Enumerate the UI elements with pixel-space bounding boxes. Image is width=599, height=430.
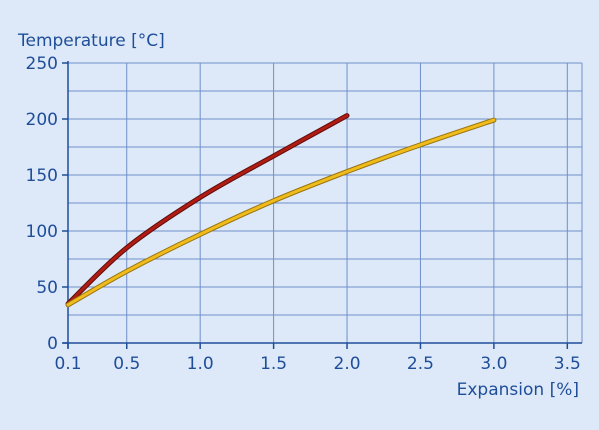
x-tick-label: 1.5 <box>260 354 287 374</box>
x-tick-label: 2.0 <box>334 354 361 374</box>
x-tick-label: 3.0 <box>480 354 507 374</box>
series-1-outline <box>65 113 350 307</box>
grid-lines <box>68 62 583 343</box>
y-tick-label: 100 <box>26 222 58 242</box>
y-tick-label: 200 <box>26 110 58 130</box>
series-2-outline <box>65 117 497 308</box>
series-1-line <box>66 114 349 306</box>
series-1-group <box>65 113 350 307</box>
tick-labels: 0 50 100 150 200 250 0.1 0.5 1.0 1.5 2.0 2.5 3.0 3.5 <box>26 54 581 374</box>
y-axis-label: Temperature [°C] <box>17 31 165 51</box>
y-tick-label: 250 <box>26 54 58 74</box>
x-tick-label: 2.5 <box>407 354 434 374</box>
y-tick-label: 50 <box>36 278 58 298</box>
y-tick-label: 150 <box>26 166 58 186</box>
x-axis-label: Expansion [%] <box>457 380 579 400</box>
x-tick-label: 0.1 <box>54 354 81 374</box>
x-tick-label: 1.0 <box>187 354 214 374</box>
axes <box>62 61 582 349</box>
x-tick-label: 0.5 <box>113 354 140 374</box>
y-tick-label: 0 <box>47 334 58 354</box>
x-tick-label: 3.5 <box>554 354 581 374</box>
series-2-line <box>66 118 496 307</box>
series-lines <box>65 113 497 308</box>
series-2-group <box>65 117 497 308</box>
